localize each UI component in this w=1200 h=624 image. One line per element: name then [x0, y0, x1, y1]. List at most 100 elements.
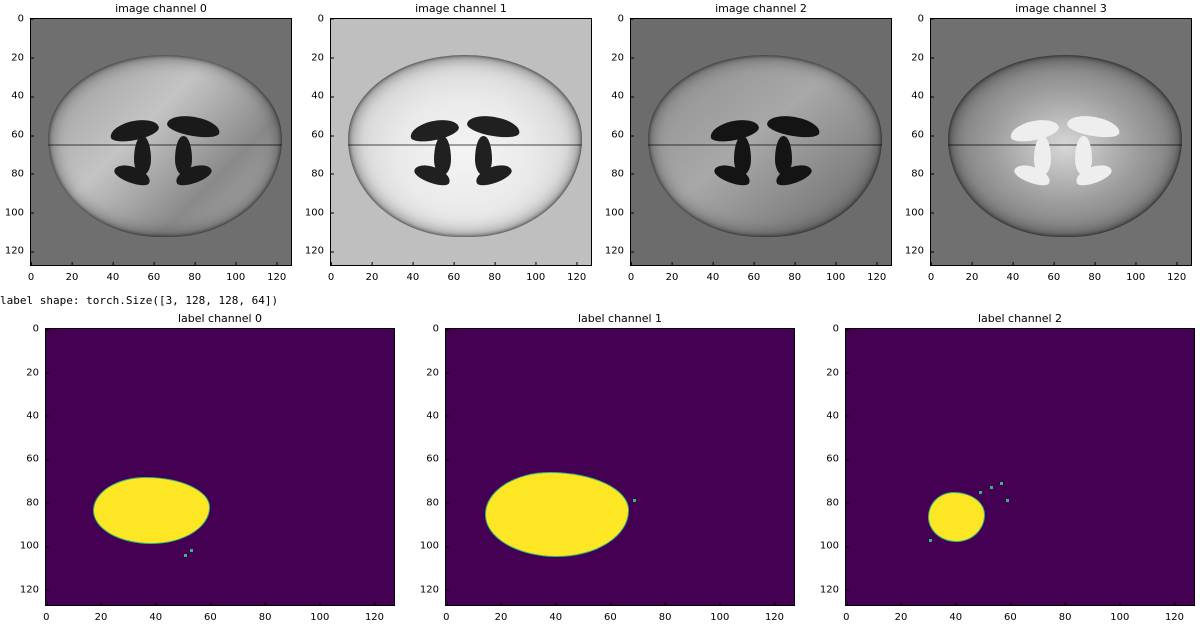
xtick: 80 [259, 606, 272, 623]
xtick: 100 [526, 266, 545, 283]
ytick: 60 [611, 130, 630, 141]
ytick: 40 [611, 91, 630, 102]
xtick: 20 [966, 266, 979, 283]
xtick: 60 [1047, 266, 1060, 283]
plot-title: image channel 3 [930, 2, 1192, 15]
xtick: 80 [488, 266, 501, 283]
ytick: 120 [305, 246, 330, 257]
xtick: 80 [188, 266, 201, 283]
segmentation-speck [1000, 482, 1003, 485]
xtick: 40 [549, 606, 562, 623]
xtick: 60 [147, 266, 160, 283]
brain-region [348, 55, 581, 237]
label-channel-1: label channel 10204060801001200204060801… [445, 328, 795, 606]
image-channel-0: image channel 00204060801001200204060801… [30, 18, 292, 266]
plot-title: image channel 2 [630, 2, 892, 15]
segmentation-speck [1006, 499, 1009, 502]
ytick: 60 [911, 130, 930, 141]
ytick: 0 [433, 324, 445, 335]
ytick: 20 [911, 52, 930, 63]
plot-title: image channel 1 [330, 2, 592, 15]
xtick: 120 [567, 266, 586, 283]
xtick: 120 [1165, 606, 1184, 623]
xtick: 80 [659, 606, 672, 623]
ytick: 120 [5, 246, 30, 257]
image-channel-2: image channel 20204060801001200204060801… [630, 18, 892, 266]
xtick: 20 [95, 606, 108, 623]
plot-title: label channel 2 [845, 312, 1195, 325]
ytick: 0 [918, 13, 930, 24]
ytick: 40 [311, 91, 330, 102]
segmentation-background [46, 329, 394, 605]
xtick: 120 [765, 606, 784, 623]
xtick: 0 [328, 266, 334, 283]
xtick: 120 [365, 606, 384, 623]
xtick: 60 [747, 266, 760, 283]
brain-region [648, 55, 881, 237]
ytick: 120 [420, 584, 445, 595]
xtick: 100 [710, 606, 729, 623]
ytick: 60 [426, 454, 445, 465]
xtick: 0 [443, 606, 449, 623]
ytick: 80 [426, 497, 445, 508]
xtick: 80 [1059, 606, 1072, 623]
xtick: 100 [1110, 606, 1129, 623]
xtick: 60 [1004, 606, 1017, 623]
ytick: 100 [5, 207, 30, 218]
ytick: 80 [611, 168, 630, 179]
xtick: 40 [949, 606, 962, 623]
brain-region [48, 55, 281, 237]
ytick: 20 [26, 367, 45, 378]
segmentation-speck [633, 499, 636, 502]
image-channel-3: image channel 30204060801001200204060801… [930, 18, 1192, 266]
ytick: 60 [11, 130, 30, 141]
ytick: 40 [11, 91, 30, 102]
xtick: 60 [447, 266, 460, 283]
xtick: 120 [867, 266, 886, 283]
ventricle [108, 116, 160, 145]
ytick: 40 [426, 410, 445, 421]
ventricle [766, 112, 822, 140]
ytick: 60 [311, 130, 330, 141]
label-channel-2: label channel 20204060801001200204060801… [845, 328, 1195, 606]
xtick: 100 [310, 606, 329, 623]
segmentation-speck [184, 554, 187, 557]
label-shape-text: label shape: torch.Size([3, 128, 128, 64… [0, 294, 278, 307]
brain-region [948, 55, 1181, 237]
segmentation-background [446, 329, 794, 605]
segmentation-speck [979, 491, 982, 494]
xtick: 0 [28, 266, 34, 283]
ventricle [466, 112, 522, 140]
ytick: 120 [605, 246, 630, 257]
axes-frame [330, 18, 592, 266]
xtick: 40 [407, 266, 420, 283]
ytick: 80 [311, 168, 330, 179]
ytick: 100 [420, 541, 445, 552]
xtick: 40 [707, 266, 720, 283]
ytick: 80 [826, 497, 845, 508]
ytick: 40 [826, 410, 845, 421]
xtick: 80 [788, 266, 801, 283]
axes-frame [45, 328, 395, 606]
ytick: 120 [905, 246, 930, 257]
ytick: 20 [311, 52, 330, 63]
axes-frame [630, 18, 892, 266]
ytick: 120 [820, 584, 845, 595]
axes-frame [930, 18, 1192, 266]
ytick: 0 [318, 13, 330, 24]
ytick: 0 [618, 13, 630, 24]
ventricle [1008, 116, 1060, 145]
ytick: 100 [905, 207, 930, 218]
xtick: 40 [107, 266, 120, 283]
ventricle [708, 116, 760, 145]
xtick: 100 [1126, 266, 1145, 283]
ventricle [1066, 112, 1122, 140]
ytick: 0 [33, 324, 45, 335]
image-channel-1: image channel 10204060801001200204060801… [330, 18, 592, 266]
xtick: 120 [267, 266, 286, 283]
xtick: 0 [843, 606, 849, 623]
ytick: 20 [826, 367, 845, 378]
xtick: 0 [928, 266, 934, 283]
xtick: 80 [1088, 266, 1101, 283]
ytick: 40 [911, 91, 930, 102]
